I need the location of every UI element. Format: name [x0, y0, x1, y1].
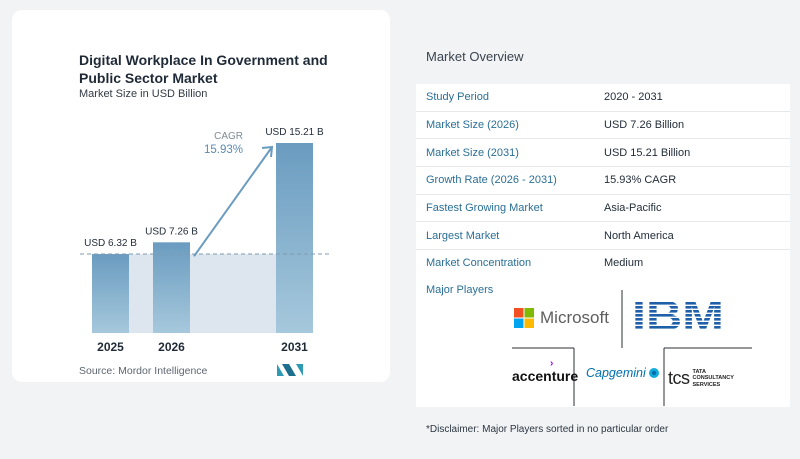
table-row: Growth Rate (2026 - 2031) 15.93% CAGR: [416, 166, 790, 195]
chart-subtitle: Market Size in USD Billion: [79, 88, 208, 100]
tcs-logo: tcs TATA CONSULTANCY SERVICES: [668, 368, 734, 389]
players-grid-lines: [512, 290, 752, 406]
microsoft-logo: Microsoft: [514, 308, 609, 328]
microsoft-wordmark: Microsoft: [540, 308, 609, 327]
overview-key: Largest Market: [416, 221, 586, 251]
tcs-subtext: TATA CONSULTANCY SERVICES: [692, 368, 734, 388]
overview-value: Asia-Pacific: [586, 194, 790, 223]
accenture-logo: › accenture: [512, 358, 579, 386]
ibm-logo: IBM: [630, 292, 726, 339]
overview-value: Medium: [586, 249, 790, 278]
data-label: USD 7.26 B: [145, 226, 198, 237]
x-tick-label: 2026: [158, 340, 185, 354]
overview-key: Fastest Growing Market: [416, 194, 586, 223]
ibm-wordmark: IBM: [632, 294, 724, 334]
table-row: Study Period 2020 - 2031: [416, 84, 790, 112]
market-overview-title: Market Overview: [426, 49, 524, 64]
source-text: Source: Mordor Intelligence: [79, 365, 208, 377]
cagr-value: 15.93%: [204, 144, 243, 156]
bar: [153, 242, 190, 333]
bar: [92, 254, 129, 333]
overview-value: 15.93% CAGR: [586, 166, 790, 195]
capgemini-wordmark: Capgemini: [586, 366, 646, 380]
capgemini-spade-icon: [648, 368, 659, 378]
table-row: Fastest Growing Market Asia-Pacific: [416, 194, 790, 223]
data-label: USD 6.32 B: [84, 238, 137, 249]
table-row: Market Size (2026) USD 7.26 Billion: [416, 111, 790, 140]
overview-value: North America: [586, 221, 790, 251]
accenture-mark-icon: ›: [550, 358, 554, 369]
x-tick-label: 2031: [281, 340, 308, 354]
overview-value: USD 7.26 Billion: [586, 111, 790, 140]
table-row: Market Concentration Medium: [416, 249, 790, 278]
accenture-wordmark: accenture: [512, 368, 579, 384]
data-label: USD 15.21 B: [265, 127, 324, 138]
overview-value: 2020 - 2031: [586, 84, 790, 112]
major-players-panel: Major Players Microsoft IBM › accenture: [416, 276, 790, 407]
microsoft-windows-icon: [514, 308, 534, 328]
market-overview-table: Study Period 2020 - 2031 Market Size (202…: [416, 84, 790, 278]
x-tick-label: 2025: [97, 340, 124, 354]
tcs-wordmark: tcs: [668, 368, 690, 388]
mordor-intelligence-logo-icon: [277, 364, 303, 376]
bar: [276, 143, 313, 333]
cagr-arrow-line: [193, 146, 273, 257]
cagr-arrowhead-icon: [261, 145, 274, 158]
capgemini-logo: Capgemini: [586, 366, 660, 380]
major-players-title: Major Players: [426, 284, 494, 296]
table-row: Largest Market North America: [416, 221, 790, 251]
bar-chart: USD 6.32 B 2025 USD 7.26 B 2026 USD 15.21 B 2…: [80, 127, 330, 354]
overview-key: Market Size (2031): [416, 138, 586, 168]
overview-key: Market Concentration: [416, 249, 586, 278]
ibm-logo-icon: IBM: [632, 292, 724, 339]
chart-title: Digital Workplace In Government and Publ…: [79, 52, 328, 86]
disclaimer-text: *Disclaimer: Major Players sorted in no …: [426, 424, 669, 435]
cagr-label: CAGR: [214, 131, 243, 142]
overview-value: USD 15.21 Billion: [586, 138, 790, 168]
table-row: Market Size (2031) USD 15.21 Billion: [416, 138, 790, 168]
overview-key: Study Period: [416, 84, 586, 112]
overview-key: Growth Rate (2026 - 2031): [416, 166, 586, 195]
overview-key: Market Size (2026): [416, 111, 586, 140]
